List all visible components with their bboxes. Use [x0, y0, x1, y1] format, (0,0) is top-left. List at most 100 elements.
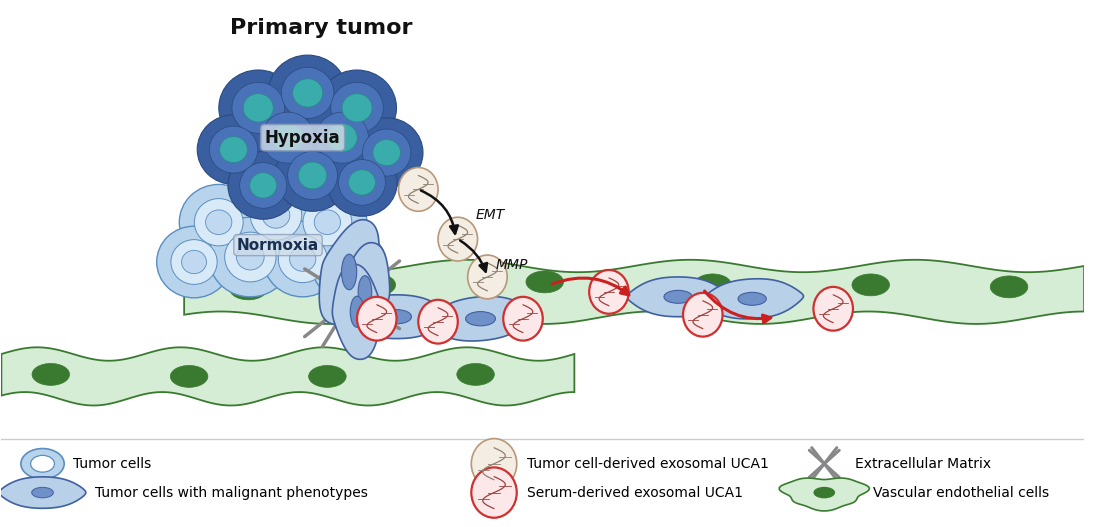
- Polygon shape: [340, 242, 390, 341]
- Ellipse shape: [694, 274, 731, 296]
- Text: Extracellular Matrix: Extracellular Matrix: [855, 457, 991, 471]
- Ellipse shape: [399, 168, 438, 211]
- Ellipse shape: [339, 160, 386, 205]
- Ellipse shape: [263, 221, 342, 297]
- Ellipse shape: [170, 365, 208, 387]
- Text: Hypoxia: Hypoxia: [265, 129, 341, 147]
- Ellipse shape: [269, 55, 347, 131]
- Ellipse shape: [471, 438, 516, 489]
- Ellipse shape: [288, 184, 367, 260]
- Ellipse shape: [275, 140, 350, 211]
- Text: Serum-derived exosomal UCA1: Serum-derived exosomal UCA1: [526, 485, 742, 500]
- Ellipse shape: [219, 136, 248, 163]
- Ellipse shape: [31, 455, 55, 472]
- Ellipse shape: [194, 199, 243, 246]
- Ellipse shape: [358, 276, 372, 308]
- Ellipse shape: [373, 140, 400, 165]
- Ellipse shape: [262, 112, 315, 163]
- Ellipse shape: [229, 278, 267, 300]
- Ellipse shape: [157, 226, 231, 298]
- Ellipse shape: [171, 240, 217, 285]
- Text: Tumor cells with malignant phenotypes: Tumor cells with malignant phenotypes: [94, 485, 367, 500]
- Ellipse shape: [326, 242, 373, 287]
- Ellipse shape: [852, 274, 890, 296]
- Ellipse shape: [813, 487, 835, 499]
- Ellipse shape: [468, 255, 507, 299]
- Ellipse shape: [683, 293, 722, 337]
- Ellipse shape: [293, 79, 322, 107]
- Ellipse shape: [318, 70, 397, 145]
- Ellipse shape: [309, 365, 346, 387]
- Ellipse shape: [342, 254, 356, 290]
- Ellipse shape: [237, 244, 264, 270]
- Ellipse shape: [298, 162, 327, 189]
- Ellipse shape: [331, 82, 384, 133]
- Text: Normoxia: Normoxia: [237, 238, 319, 252]
- Ellipse shape: [32, 487, 54, 498]
- Ellipse shape: [381, 309, 411, 324]
- Ellipse shape: [664, 290, 693, 304]
- Ellipse shape: [250, 190, 301, 240]
- Ellipse shape: [235, 175, 318, 255]
- Ellipse shape: [342, 94, 372, 122]
- Ellipse shape: [228, 152, 298, 219]
- Ellipse shape: [351, 296, 364, 327]
- Ellipse shape: [328, 123, 357, 152]
- Ellipse shape: [289, 247, 316, 271]
- Ellipse shape: [738, 292, 766, 305]
- Ellipse shape: [357, 297, 397, 340]
- Ellipse shape: [991, 276, 1028, 298]
- Polygon shape: [342, 295, 450, 339]
- Ellipse shape: [315, 210, 341, 235]
- Ellipse shape: [209, 217, 292, 297]
- Ellipse shape: [197, 115, 270, 184]
- Ellipse shape: [363, 129, 411, 176]
- Ellipse shape: [225, 232, 276, 282]
- Ellipse shape: [278, 236, 327, 282]
- Ellipse shape: [349, 170, 376, 195]
- Polygon shape: [701, 279, 803, 319]
- Text: Primary tumor: Primary tumor: [229, 18, 412, 38]
- Ellipse shape: [302, 199, 352, 246]
- Polygon shape: [1, 347, 574, 405]
- Ellipse shape: [232, 82, 285, 133]
- Ellipse shape: [327, 149, 397, 216]
- Ellipse shape: [240, 163, 287, 208]
- Ellipse shape: [311, 229, 387, 301]
- Text: EMT: EMT: [476, 208, 505, 222]
- Polygon shape: [332, 264, 381, 359]
- Ellipse shape: [32, 364, 69, 385]
- Ellipse shape: [590, 270, 629, 314]
- Ellipse shape: [457, 364, 494, 385]
- Ellipse shape: [21, 448, 65, 479]
- Ellipse shape: [351, 118, 423, 188]
- Polygon shape: [627, 277, 730, 317]
- Ellipse shape: [466, 311, 495, 326]
- Ellipse shape: [182, 250, 206, 274]
- Polygon shape: [426, 296, 535, 341]
- Ellipse shape: [438, 217, 478, 261]
- Ellipse shape: [262, 202, 289, 228]
- Ellipse shape: [209, 126, 258, 173]
- Ellipse shape: [358, 274, 396, 296]
- Ellipse shape: [336, 253, 362, 277]
- Ellipse shape: [206, 210, 232, 235]
- Ellipse shape: [249, 100, 328, 175]
- Text: Tumor cells: Tumor cells: [72, 457, 151, 471]
- Ellipse shape: [243, 94, 273, 122]
- Polygon shape: [779, 478, 869, 511]
- Ellipse shape: [471, 467, 516, 518]
- Text: Vascular endothelial cells: Vascular endothelial cells: [874, 485, 1049, 500]
- Polygon shape: [184, 260, 1084, 324]
- Ellipse shape: [503, 297, 543, 340]
- Ellipse shape: [302, 100, 381, 175]
- Text: Tumor cell-derived exosomal UCA1: Tumor cell-derived exosomal UCA1: [526, 457, 768, 471]
- Ellipse shape: [180, 184, 259, 260]
- Text: MMP: MMP: [495, 258, 527, 272]
- Ellipse shape: [287, 151, 338, 200]
- Ellipse shape: [813, 287, 853, 330]
- Polygon shape: [319, 220, 379, 324]
- Ellipse shape: [316, 112, 368, 163]
- Polygon shape: [0, 477, 85, 509]
- Ellipse shape: [419, 300, 458, 344]
